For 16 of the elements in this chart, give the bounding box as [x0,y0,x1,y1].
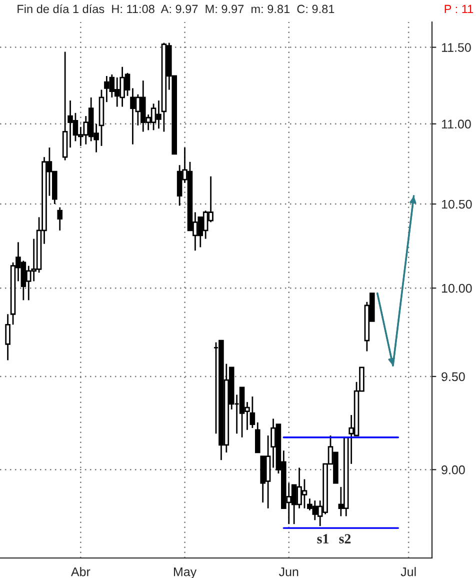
y-tick-label: 11.50 [442,43,471,52]
candlestick [57,206,62,232]
candlestick [254,422,260,454]
chart-title: Fin de día 1 días H: 11:08 A: 9.97 M: 9.97 m: 9.81 C: 9.81 [18,4,334,14]
x-tick-label: Jul [400,567,416,576]
text: P : 11 [444,4,474,14]
y-tick-label: 9.00 [442,465,465,474]
y-tick-label: 10.50 [442,200,472,209]
x-tick-label: Abr [70,567,90,576]
y-tick-label: 11.00 [442,120,471,129]
y-tick-label: 10.00 [442,284,472,293]
annotation: s1 [317,534,328,544]
candlestick [5,313,10,361]
x-tick-label: Jun [278,567,298,576]
y-tick-label: 9.50 [442,372,465,382]
annotation: s2 [339,534,351,544]
